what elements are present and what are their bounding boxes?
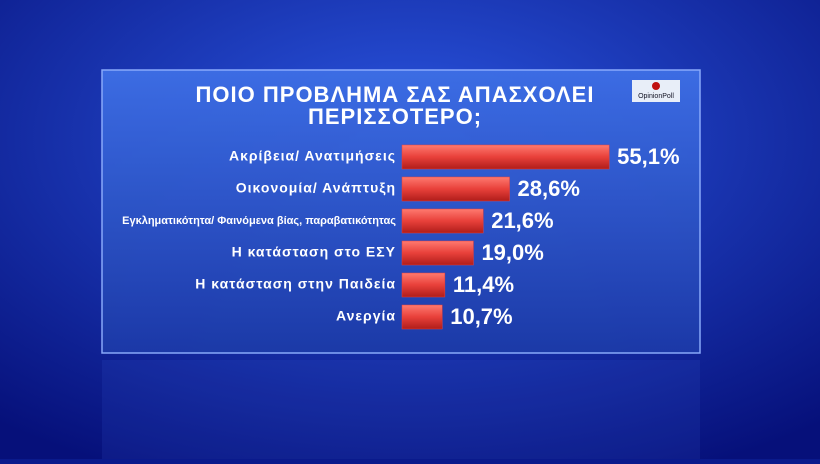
bar: [401, 208, 484, 234]
logo: OpinionPoll: [638, 93, 674, 100]
category-label: Η κατάσταση στην Παιδεία: [195, 276, 396, 292]
bar: [401, 240, 474, 266]
bar: [401, 272, 446, 298]
value-label: 28,6%: [518, 176, 580, 201]
category-label: Ακρίβεια/ Ανατιμήσεις: [229, 148, 396, 164]
value-label: 10,7%: [450, 304, 512, 329]
category-label: Εγκληματικότητα/ Φαινόμενα βίας, παραβατ…: [122, 215, 396, 227]
category-label: Η κατάσταση στο ΕΣΥ: [232, 244, 396, 260]
bar: [401, 144, 610, 170]
value-label: 55,1%: [617, 144, 679, 169]
chart-title: ΠΕΡΙΣΣΟΤΕΡΟ;: [308, 104, 482, 129]
logo-box: [632, 80, 680, 102]
value-label: 21,6%: [491, 208, 553, 233]
bar: [401, 176, 510, 202]
category-label: Ανεργία: [336, 308, 396, 324]
logo-icon: [652, 82, 660, 90]
category-label: Οικονομία/ Ανάπτυξη: [236, 180, 396, 196]
value-label: 19,0%: [481, 240, 543, 265]
reflection: [102, 360, 700, 459]
value-label: 11,4%: [453, 272, 514, 297]
bar: [401, 304, 443, 330]
chart-title: ΠΟΙΟ ΠΡΟΒΛΗΜΑ ΣΑΣ ΑΠΑΣΧΟΛΕΙ: [196, 82, 595, 107]
panel: [101, 69, 701, 354]
